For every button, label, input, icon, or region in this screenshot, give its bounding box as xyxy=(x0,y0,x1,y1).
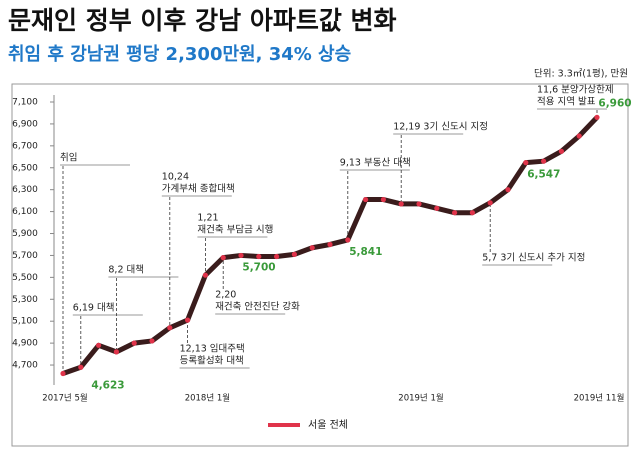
annotation: 12,19 3기 신도시 지정 xyxy=(393,122,488,133)
data-point xyxy=(167,325,173,331)
unit-label: 단위: 3.3㎡(1평), 만원 xyxy=(534,68,628,80)
y-tick-label: 5,500 xyxy=(12,273,38,283)
value-label: 6,960 xyxy=(598,97,631,109)
y-tick-label: 6,300 xyxy=(12,185,38,195)
data-point xyxy=(541,158,547,164)
data-point xyxy=(576,133,582,139)
chart-title: 문재인 정부 이후 강남 아파트값 변화 xyxy=(8,6,397,35)
data-point xyxy=(380,196,386,203)
annotation: 8,2 대책 xyxy=(108,265,144,276)
data-point xyxy=(558,148,565,154)
annotation: 9,13 부동산 대책 xyxy=(340,158,411,169)
y-tick-label: 5,900 xyxy=(12,229,38,239)
data-point xyxy=(256,253,262,260)
value-label: 6,547 xyxy=(527,169,560,181)
data-point xyxy=(202,272,208,278)
annotation: 5,7 3기 신도시 추가 지정 xyxy=(482,253,585,264)
value-label: 4,623 xyxy=(91,379,124,391)
x-tick-label: 2019년 11월 xyxy=(574,393,625,404)
data-point xyxy=(416,201,422,207)
data-point xyxy=(363,196,369,203)
data-point xyxy=(131,340,137,346)
data-point xyxy=(185,317,191,323)
annotation: 재건축 안전진단 강화 xyxy=(215,302,300,313)
data-point xyxy=(487,200,493,206)
data-point xyxy=(434,205,440,211)
data-point xyxy=(291,251,297,257)
annotation: 11,6 분양가상한제 xyxy=(537,85,614,96)
y-tick-label: 6,100 xyxy=(12,207,38,217)
y-tick-label: 5,300 xyxy=(12,295,38,305)
annotation: 6,19 대책 xyxy=(73,303,115,314)
y-tick-label: 4,700 xyxy=(12,361,38,371)
chart-subtitle: 취임 후 강남권 평당 2,300만원, 34% 상승 xyxy=(8,44,351,65)
data-point xyxy=(220,255,226,261)
y-tick-label: 5,100 xyxy=(12,317,38,327)
data-point xyxy=(452,210,458,216)
value-label: 5,841 xyxy=(349,246,382,258)
legend-label: 서울 전체 xyxy=(308,419,348,431)
y-tick-label: 6,900 xyxy=(12,119,38,129)
annotation: 12,13 임대주택 xyxy=(180,343,245,355)
data-point xyxy=(309,245,315,251)
data-point xyxy=(238,252,244,259)
data-point xyxy=(113,349,119,355)
x-tick-label: 2018년 1월 xyxy=(185,393,230,404)
annotation: 1,21 xyxy=(197,213,218,224)
data-point xyxy=(60,370,66,377)
data-point xyxy=(78,364,84,370)
data-point xyxy=(523,160,529,166)
y-tick-label: 4,900 xyxy=(12,339,38,349)
annotation: 가계부채 종합대책 xyxy=(162,183,235,195)
y-tick-label: 7,100 xyxy=(12,98,38,108)
data-point xyxy=(96,342,102,348)
annotation: 2,20 xyxy=(215,290,236,301)
y-tick-label: 6,700 xyxy=(12,141,38,151)
annotation: 등록활성화 대책 xyxy=(180,355,244,367)
frame xyxy=(11,83,629,447)
data-point xyxy=(469,210,475,216)
annotation: 적용 지역 발표 xyxy=(537,96,596,108)
annotation: 10,24 xyxy=(162,172,189,183)
x-tick-label: 2019년 1월 xyxy=(398,393,443,404)
data-point xyxy=(327,241,333,248)
data-point xyxy=(398,201,404,207)
x-tick-label: 2017년 5월 xyxy=(42,393,87,404)
y-tick-label: 5,700 xyxy=(12,251,38,261)
data-point xyxy=(274,253,280,260)
annotation: 재건축 부담금 시행 xyxy=(197,224,273,236)
data-point xyxy=(149,338,155,344)
data-point xyxy=(594,114,600,120)
data-point xyxy=(345,237,351,243)
data-point xyxy=(505,187,511,193)
value-label: 5,700 xyxy=(242,261,275,273)
y-tick-label: 6,500 xyxy=(12,163,38,173)
annotation: 취임 xyxy=(60,152,77,164)
